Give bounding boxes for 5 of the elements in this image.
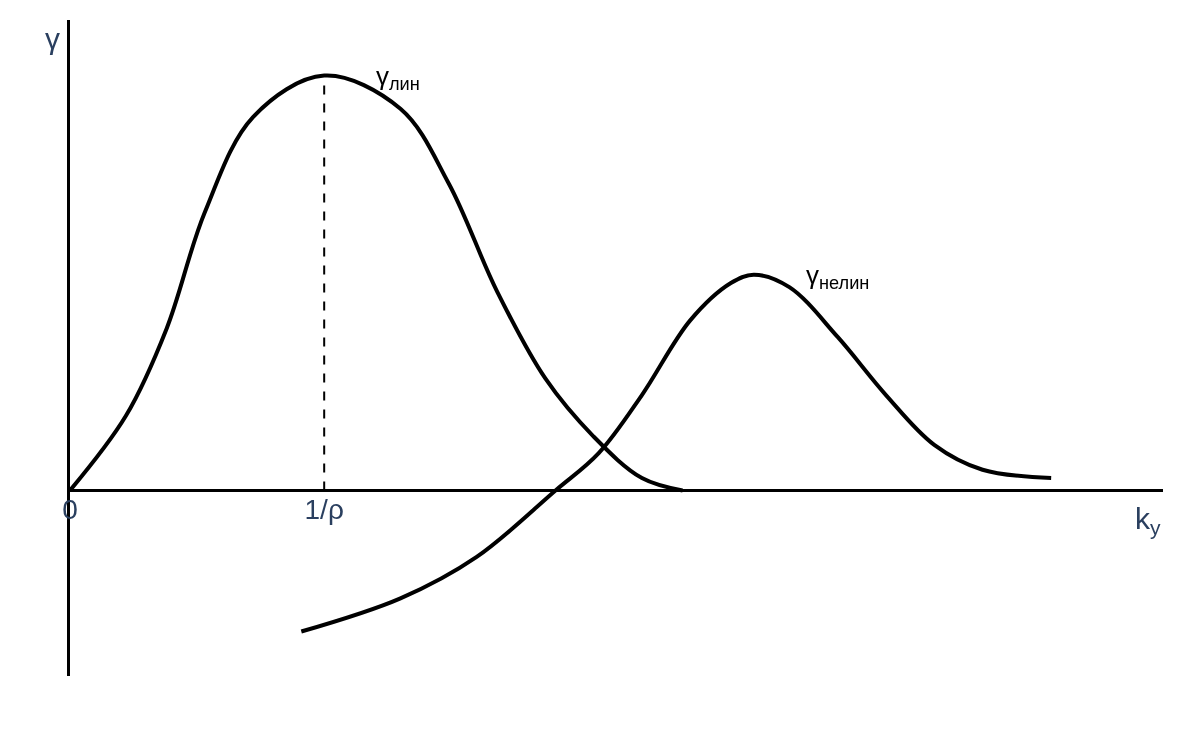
x-tick-label: 1/ρ — [304, 494, 344, 526]
series-label: γ$_{нелин}$ — [806, 260, 870, 294]
y-axis-title: γ — [45, 22, 60, 55]
x-axis-title: k$_{y}$ — [1135, 502, 1161, 540]
series-label: γ$_{лин}$ — [376, 61, 420, 95]
